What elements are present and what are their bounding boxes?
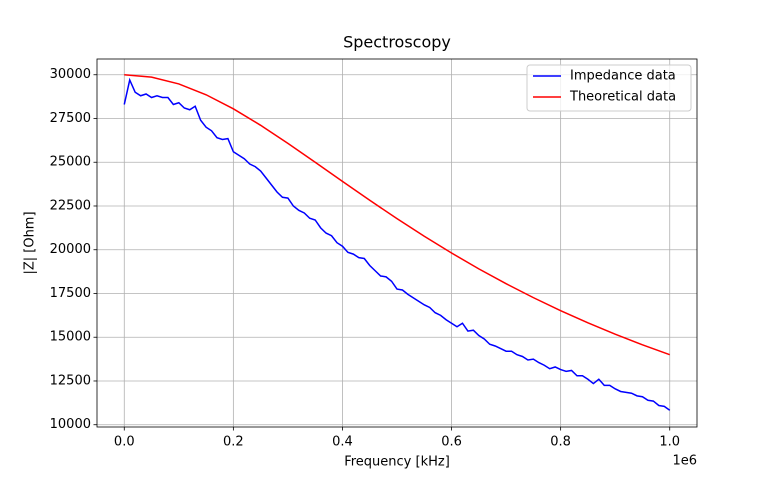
x-tick-label: 0.4	[332, 435, 353, 450]
chart-title: Spectroscopy	[343, 33, 451, 52]
y-tick-label: 25000	[50, 155, 91, 170]
y-tick-label: 15000	[50, 330, 91, 345]
legend-label: Theoretical data	[569, 90, 676, 105]
x-tick-label: 0.6	[441, 435, 462, 450]
y-tick-label: 17500	[50, 286, 91, 301]
y-tick-label: 27500	[50, 111, 91, 126]
x-axis-label: Frequency [kHz]	[344, 455, 450, 470]
y-tick-label: 22500	[50, 198, 91, 213]
y-tick-label: 20000	[50, 242, 91, 257]
x-tick-label: 0.0	[114, 435, 135, 450]
x-offset-label: 1e6	[672, 454, 697, 469]
plot-frame	[96, 58, 698, 428]
data-line	[123, 77, 671, 411]
x-tick-label: 1.0	[659, 435, 680, 450]
x-tick-label: 0.8	[550, 435, 571, 450]
legend-box	[526, 64, 692, 112]
y-axis-label: |Z| [Ohm]	[23, 211, 38, 274]
y-tick-label: 10000	[50, 417, 91, 432]
y-tick-label: 12500	[50, 373, 91, 388]
x-tick-label: 0.2	[223, 435, 244, 450]
y-tick-label: 30000	[50, 67, 91, 82]
legend-label: Impedance data	[570, 69, 676, 84]
data-line	[124, 74, 670, 356]
